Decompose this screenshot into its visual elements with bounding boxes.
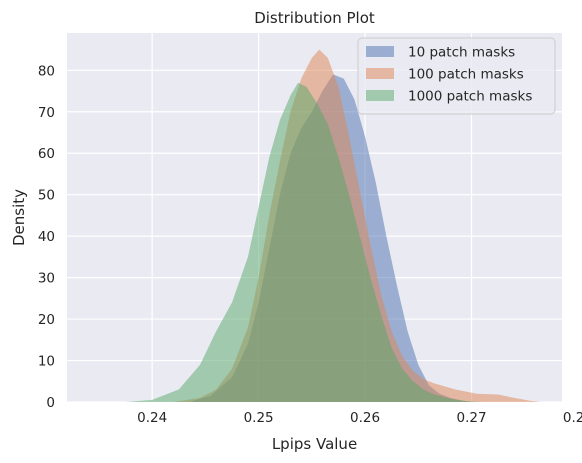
y-tick-label: 20 [38, 312, 55, 328]
legend-box [357, 37, 556, 115]
y-tick-label: 50 [38, 188, 55, 204]
legend-label: 100 patch masks [408, 67, 524, 83]
series-area-3 [125, 82, 483, 402]
y-tick-label: 60 [38, 146, 55, 162]
x-ticks: 0.24 0.25 0.26 0.27 0.28 [137, 410, 582, 426]
legend-label: 10 patch masks [408, 45, 515, 61]
chart-title: Distribution Plot [254, 9, 375, 27]
y-axis-label: Density [10, 189, 28, 246]
x-tick-label: 0.24 [137, 410, 167, 426]
x-tick-label: 0.26 [350, 410, 380, 426]
x-tick-label: 0.25 [244, 410, 274, 426]
y-tick-label: 30 [38, 271, 55, 287]
x-tick-label: 0.28 [563, 410, 582, 426]
y-tick-label: 10 [38, 354, 55, 370]
legend-swatch [366, 90, 394, 101]
y-ticks: 0 10 20 30 40 50 60 70 80 [38, 63, 55, 411]
legend: 10 patch masks 100 patch masks 1000 patch … [357, 37, 556, 115]
y-tick-label: 70 [38, 105, 55, 121]
legend-swatch [366, 68, 394, 79]
y-tick-label: 40 [38, 229, 55, 245]
x-tick-label: 0.27 [456, 410, 486, 426]
y-tick-label: 0 [46, 395, 55, 411]
y-tick-label: 80 [38, 63, 55, 79]
series-areas [125, 49, 541, 403]
legend-label: 1000 patch masks [408, 89, 532, 105]
legend-swatch [366, 46, 394, 57]
x-axis-label: Lpips Value [272, 435, 357, 453]
